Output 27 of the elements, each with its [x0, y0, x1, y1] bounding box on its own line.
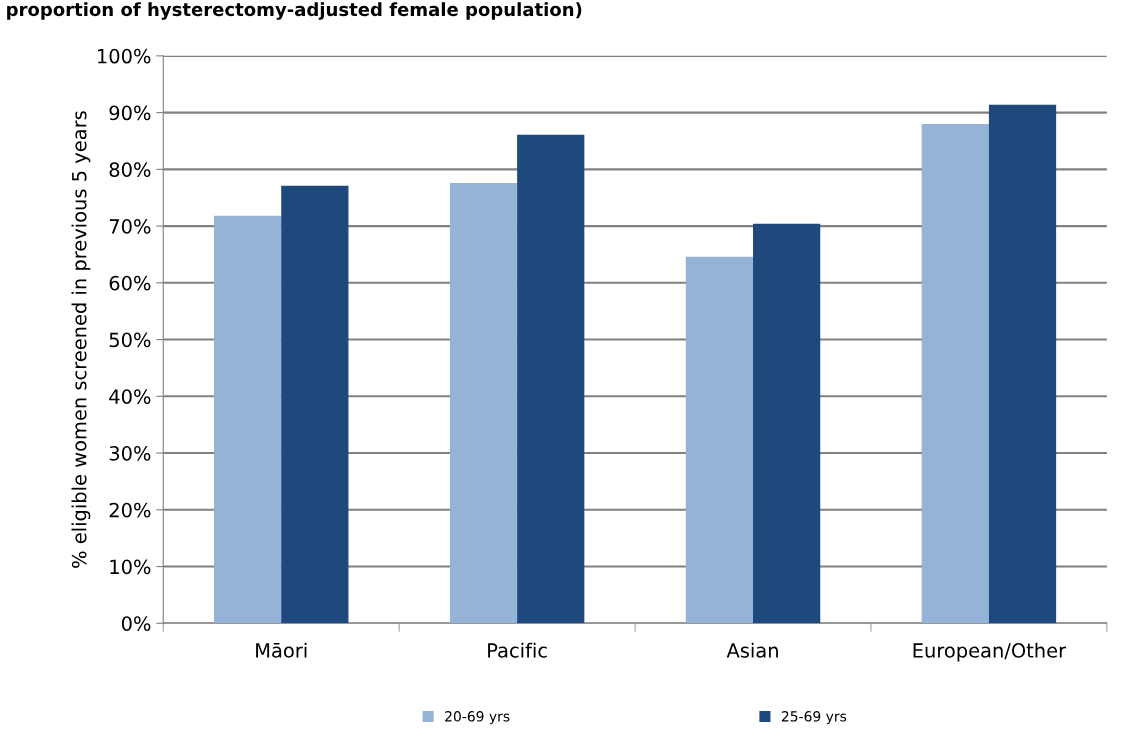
bar: [517, 134, 585, 624]
y-tick-label: 30%: [109, 446, 151, 461]
bar: [213, 215, 282, 624]
x-tick-label: European/Other: [913, 642, 1067, 662]
y-tick-label: 20%: [109, 502, 151, 518]
y-tick-label: 100%: [98, 48, 151, 64]
y-tick-label: 10%: [110, 559, 151, 575]
y-tick-label: 40%: [109, 389, 151, 404]
x-tick-label: Asian: [726, 642, 778, 658]
y-tick-label: 50%: [109, 332, 151, 348]
y-tick-label: 70%: [109, 219, 151, 234]
x-tick-label: Pacific: [488, 642, 547, 658]
bar: [685, 256, 754, 624]
y-axis-title: % eligible women screened in previous 5 years: [71, 111, 91, 568]
bar: [988, 104, 1057, 624]
legend-label: 25-69 yrs: [781, 711, 847, 725]
bar: [921, 123, 989, 624]
y-tick-label: 80%: [109, 162, 151, 178]
y-tick-label: 90%: [109, 105, 151, 121]
bar: [449, 182, 518, 624]
y-tick-label: 60%: [109, 275, 151, 291]
bar: [281, 185, 349, 624]
y-tick-label: 0%: [121, 616, 151, 631]
x-tick-label: Māori: [256, 642, 307, 658]
bar: [753, 223, 821, 624]
legend-label: 20-69 yrs: [445, 711, 510, 725]
chart-title: proportion of hysterectomy-adjusted female population): [7, 2, 582, 20]
